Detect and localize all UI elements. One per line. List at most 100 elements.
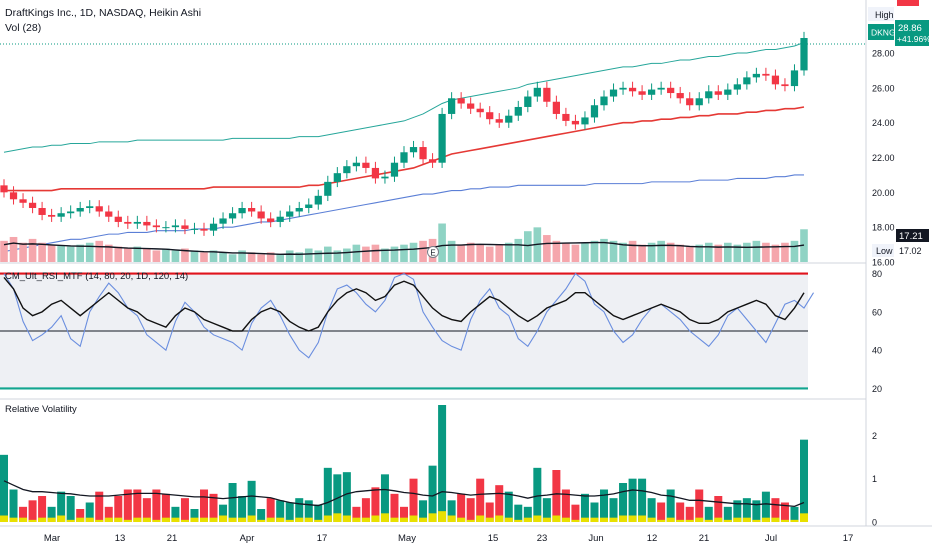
rv-bar xyxy=(314,504,323,522)
earnings-marker[interactable]: E xyxy=(427,246,439,258)
rv-small-bar xyxy=(200,517,208,522)
candle-body xyxy=(600,96,608,106)
time-tick-label: May xyxy=(398,533,416,544)
rv-small-bar xyxy=(314,519,323,522)
rv-bar xyxy=(228,483,237,522)
earnings-marker-label: E xyxy=(430,249,435,258)
rsi-signal-line xyxy=(3,276,805,332)
volume-bar xyxy=(409,242,418,262)
rv-bar xyxy=(323,467,332,522)
rv-small-bar xyxy=(704,519,713,522)
rv-bar xyxy=(200,489,208,522)
rv-title: Relative Volatility xyxy=(5,404,77,415)
volume-bar xyxy=(285,250,294,262)
rv-small-bar xyxy=(28,519,37,522)
candle-body xyxy=(152,225,160,228)
rsi-panel: 20 40 60 80 xyxy=(0,269,882,394)
rv-small-bar xyxy=(428,513,437,522)
candle-body xyxy=(86,206,94,209)
volume-bar xyxy=(695,244,704,262)
volume-bar xyxy=(19,242,27,262)
rv-bar xyxy=(371,487,380,522)
volume-bar xyxy=(200,252,208,262)
rsi-tick-label: 80 xyxy=(872,269,882,279)
volume-bar xyxy=(85,242,94,262)
rv-bar xyxy=(219,504,228,522)
low-value: 17.02 xyxy=(899,246,922,256)
rv-small-bar xyxy=(552,515,561,522)
rv-bar xyxy=(171,506,180,522)
rv-small-bar xyxy=(790,519,799,522)
rv-bar xyxy=(466,498,475,522)
rv-small-bar xyxy=(380,513,389,522)
rv-bar xyxy=(723,506,732,522)
rv-bar xyxy=(476,478,485,522)
volume-bar xyxy=(438,223,446,262)
rv-tick-label: 0 xyxy=(872,518,877,528)
candle-body xyxy=(790,70,799,87)
rv-bar xyxy=(609,498,618,522)
rv-small-bar xyxy=(266,517,275,522)
volume-bar xyxy=(457,244,465,262)
candle-body xyxy=(38,208,46,215)
candle-body xyxy=(0,185,8,193)
time-tick-label: 23 xyxy=(537,533,548,544)
rv-bar xyxy=(657,502,666,522)
time-tick-label: 15 xyxy=(488,533,499,544)
rv-small-bar xyxy=(742,517,751,522)
rv-bar xyxy=(790,506,799,522)
rv-bar xyxy=(666,489,675,522)
volume-bar xyxy=(666,242,675,262)
rv-small-bar xyxy=(295,517,304,522)
rv-bar xyxy=(123,489,132,522)
rv-bar xyxy=(742,498,751,522)
rv-bar xyxy=(628,478,637,522)
volume-bar xyxy=(476,244,484,262)
rv-bar xyxy=(390,493,399,522)
volume-bar xyxy=(209,250,218,262)
rsi-tick-label: 20 xyxy=(872,384,882,394)
rv-small-bar xyxy=(609,517,618,522)
volume-bar xyxy=(514,238,523,262)
candle-body xyxy=(324,181,332,196)
vol-ma-badge: 17.21 xyxy=(896,229,929,242)
rv-bar xyxy=(771,498,780,522)
candle-body xyxy=(57,213,65,217)
volume-bar xyxy=(133,246,142,262)
candle-body xyxy=(143,221,151,226)
rv-small-bar xyxy=(695,517,704,522)
rv-small-bar xyxy=(638,515,647,522)
volume-bar xyxy=(333,250,342,262)
rv-small-bar xyxy=(104,517,113,522)
rv-small-bar xyxy=(171,517,180,522)
candle-body xyxy=(495,119,503,123)
candle-body xyxy=(228,213,237,219)
rv-bar xyxy=(190,509,199,522)
candle-body xyxy=(257,211,265,219)
rsi-line xyxy=(3,272,814,359)
candle-body xyxy=(114,216,122,222)
rv-bar xyxy=(209,493,218,522)
rv-small-bar xyxy=(304,517,313,522)
rv-bar xyxy=(104,506,113,522)
volume-bar xyxy=(38,242,46,262)
candle-body xyxy=(238,208,246,214)
candle-body xyxy=(552,101,560,114)
time-tick-label: Jun xyxy=(588,533,603,544)
rv-bar xyxy=(619,483,628,522)
candles xyxy=(0,31,808,236)
rv-small-bar xyxy=(76,517,85,522)
candle-body xyxy=(628,87,637,92)
rsi-tick-label: 40 xyxy=(872,346,882,356)
rv-bar xyxy=(95,491,104,522)
candle-body xyxy=(343,166,351,174)
candle-body xyxy=(800,38,808,71)
rv-bar xyxy=(447,500,456,522)
rv-small-bar xyxy=(390,517,399,522)
candle-body xyxy=(362,162,370,168)
volume-bar xyxy=(628,240,637,262)
rv-small-bar xyxy=(647,517,656,522)
volume-bar xyxy=(114,246,123,262)
candle-body xyxy=(657,87,665,90)
candle-body xyxy=(571,120,580,125)
